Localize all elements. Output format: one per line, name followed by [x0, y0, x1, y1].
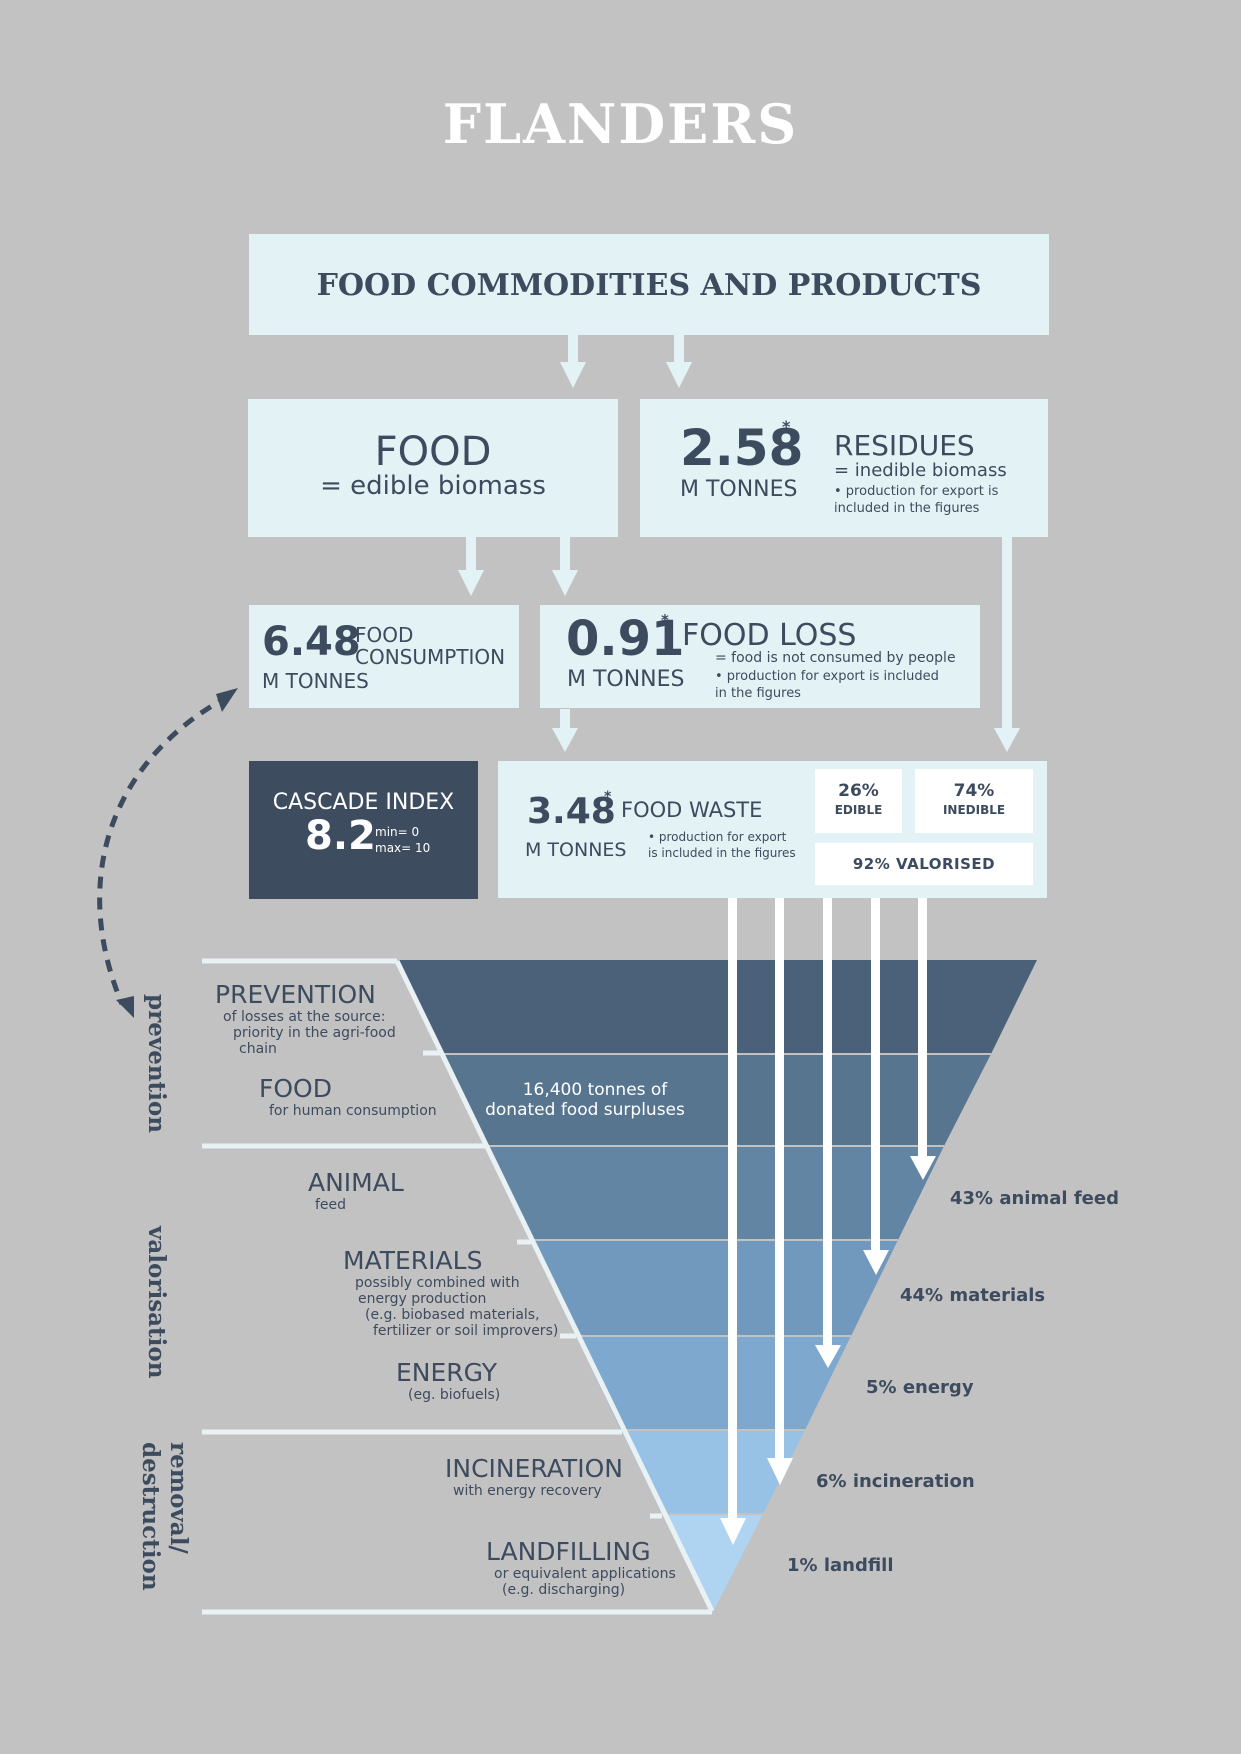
funnel-band-materials: [530, 1240, 898, 1336]
cascade-index-value: 8.2: [305, 813, 376, 859]
flow-arrows: [458, 335, 1020, 752]
edible-share-box: 26% EDIBLE: [815, 769, 902, 833]
food-label: FOOD: [374, 429, 492, 475]
food-loss-label: FOOD LOSS: [682, 618, 857, 653]
stage-animal-title: ANIMAL: [308, 1168, 404, 1197]
stage-incineration-title: INCINERATION: [445, 1454, 623, 1483]
stage-materials: MATERIALS possibly combined with energy …: [343, 1246, 558, 1339]
food-waste-note-1: • production for export: [648, 830, 787, 844]
stage-materials-line4: fertilizer or soil improvers): [373, 1323, 559, 1339]
stage-incineration: INCINERATION with energy recovery: [445, 1454, 623, 1499]
stage-prevention-line2: priority in the agri-food: [233, 1025, 396, 1041]
cascade-index-max: max= 10: [375, 841, 431, 855]
stage-materials-title: MATERIALS: [343, 1246, 483, 1275]
page-title: FLANDERS: [442, 92, 799, 156]
inedible-pct: 74%: [953, 781, 995, 801]
share-animal-feed: 43% animal feed: [950, 1188, 1119, 1209]
stage-landfilling-line1: or equivalent applications: [494, 1566, 676, 1582]
stage-prevention-line1: of losses at the source:: [223, 1009, 386, 1025]
consumption-label-2: CONSUMPTION: [355, 645, 506, 669]
residues-marker: *: [782, 417, 791, 436]
food-waste-unit: M TONNES: [525, 839, 627, 861]
inedible-share-box: 74% INEDIBLE: [915, 769, 1033, 833]
dashed-loop-arrow: [97, 688, 238, 1018]
food-loss-value: 0.91: [566, 611, 685, 667]
share-landfill: 1% landfill: [787, 1555, 894, 1576]
stage-animal-line1: feed: [315, 1197, 347, 1213]
funnel-band-food: [441, 1054, 991, 1146]
valorised-box: 92% VALORISED: [815, 843, 1033, 885]
stage-landfilling: LANDFILLING or equivalent applications (…: [486, 1537, 676, 1598]
stage-prevention-line3: chain: [239, 1041, 277, 1057]
food-waste-marker: *: [604, 789, 612, 805]
edible-label: EDIBLE: [834, 803, 883, 817]
stage-materials-line2: energy production: [358, 1291, 487, 1307]
edible-pct: 26%: [838, 781, 879, 801]
residues-definition: = inedible biomass: [834, 460, 1007, 481]
group-label-prevention: prevention: [143, 994, 170, 1133]
food-waste-note-2: is included in the figures: [648, 846, 796, 860]
food-loss-marker: *: [661, 611, 669, 629]
donated-line2: donated food surpluses: [485, 1100, 685, 1120]
stage-incineration-line1: with energy recovery: [453, 1483, 602, 1499]
stage-food: FOOD for human consumption: [259, 1074, 437, 1119]
valorisation-arrows: [720, 888, 936, 1545]
food-loss-note-2: • production for export is included: [715, 669, 939, 684]
group-label-valorisation: valorisation: [143, 1226, 170, 1379]
funnel-band-landfilling: [662, 1514, 763, 1614]
share-incineration: 6% incineration: [816, 1471, 975, 1492]
stage-prevention-title: PREVENTION: [215, 980, 376, 1009]
food-loss-unit: M TONNES: [567, 667, 685, 692]
share-materials: 44% materials: [900, 1285, 1046, 1306]
commodities-label: FOOD COMMODITIES AND PRODUCTS: [316, 268, 982, 303]
stage-landfilling-title: LANDFILLING: [486, 1537, 651, 1566]
stage-energy-line1: (eg. biofuels): [408, 1387, 501, 1403]
valorised-label: 92% VALORISED: [852, 855, 996, 873]
funnel-band-prevention: [398, 960, 1037, 1054]
residues-box: 2.58 * M TONNES RESIDUES = inedible biom…: [640, 399, 1048, 537]
group-label-removal-2: destruction: [137, 1442, 164, 1591]
residues-note-2: included in the figures: [834, 501, 980, 516]
group-label-removal: removal/ destruction: [134, 1442, 196, 1591]
stage-food-title: FOOD: [259, 1074, 332, 1103]
residues-unit: M TONNES: [680, 477, 798, 502]
hierarchy-divider-lines: [202, 958, 715, 1615]
stage-energy-title: ENERGY: [396, 1358, 498, 1387]
food-waste-label: FOOD WASTE: [621, 798, 763, 822]
food-loss-note-3: in the figures: [715, 686, 801, 701]
stage-animal: ANIMAL feed: [308, 1168, 404, 1213]
consumption-unit: M TONNES: [262, 669, 369, 693]
stage-energy: ENERGY (eg. biofuels): [396, 1358, 500, 1403]
stage-food-line1: for human consumption: [269, 1103, 437, 1119]
cascade-index-label: CASCADE INDEX: [272, 790, 455, 815]
food-loss-note-1: = food is not consumed by people: [715, 650, 956, 666]
inedible-label: INEDIBLE: [942, 803, 1006, 817]
cascade-index-min: min= 0: [375, 825, 420, 839]
stage-materials-line1: possibly combined with: [355, 1275, 520, 1291]
residues-note-1: • production for export is: [834, 484, 999, 499]
donated-line1: 16,400 tonnes of: [522, 1080, 668, 1100]
group-label-removal-1: removal/: [165, 1442, 192, 1554]
consumption-value: 6.48: [262, 619, 361, 665]
share-energy: 5% energy: [866, 1377, 974, 1398]
residues-value: 2.58: [680, 419, 804, 477]
food-definition: = edible biomass: [320, 471, 546, 501]
food-box: FOOD = edible biomass: [248, 399, 618, 537]
cascade-index-box: CASCADE INDEX 8.2 min= 0 max= 10: [249, 761, 478, 899]
stage-landfilling-line2: (e.g. discharging): [502, 1582, 626, 1598]
funnel-band-incineration: [621, 1430, 805, 1514]
commodities-box: FOOD COMMODITIES AND PRODUCTS: [249, 234, 1049, 335]
consumption-box: 6.48 FOOD CONSUMPTION M TONNES: [249, 605, 519, 708]
food-waste-box: 3.48 * M TONNES FOOD WASTE • production …: [498, 761, 1047, 898]
donated-surpluses: 16,400 tonnes of donated food surpluses: [470, 1080, 700, 1120]
stage-prevention: PREVENTION of losses at the source: prio…: [215, 980, 396, 1057]
food-loss-box: 0.91 * M TONNES FOOD LOSS = food is not …: [540, 605, 980, 708]
stage-materials-line3: (e.g. biobased materials,: [365, 1307, 540, 1323]
food-waste-value: 3.48: [527, 791, 616, 832]
residues-label: RESIDUES: [834, 429, 975, 462]
consumption-label-1: FOOD: [355, 623, 414, 647]
